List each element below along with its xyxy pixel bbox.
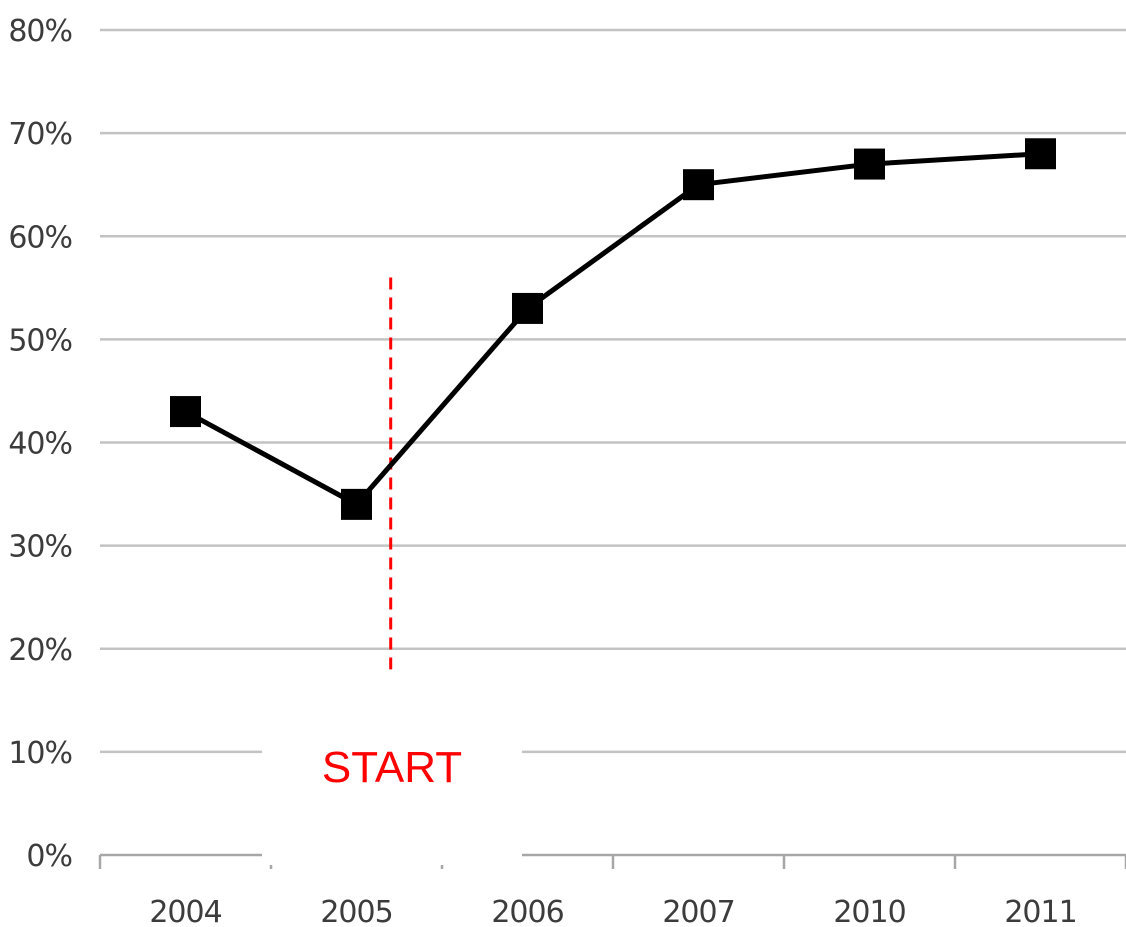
start-label: START — [322, 743, 462, 792]
x-axis-tick-labels: 2004 2005 2006 2007 2010 2011 — [149, 895, 1077, 927]
y-tick-label: 60% — [8, 220, 72, 255]
x-tick-label: 2005 — [320, 895, 392, 927]
y-axis-tick-labels: 0% 10% 20% 30% 40% 50% 60% 70% 80% — [8, 14, 73, 874]
series-line — [184, 151, 1041, 507]
y-tick-label: 40% — [8, 427, 72, 462]
x-tick-label: 2007 — [662, 895, 734, 927]
y-tick-label: 30% — [8, 530, 72, 565]
x-tick-label: 2006 — [491, 895, 563, 927]
start-annotation: START — [262, 277, 522, 865]
data-point-2004 — [170, 396, 201, 428]
axes — [98, 853, 1126, 869]
annotation-label-background — [262, 739, 522, 865]
x-tick-label: 2011 — [1004, 895, 1076, 927]
y-tick-label: 0% — [26, 839, 72, 874]
y-tick-label: 10% — [8, 736, 72, 771]
grid-lines — [100, 28, 1126, 754]
data-point-2005 — [341, 488, 372, 520]
x-tick-label: 2004 — [149, 895, 221, 927]
y-tick-label: 80% — [8, 14, 72, 49]
data-point-2006 — [512, 292, 543, 324]
data-point-2010 — [854, 148, 885, 180]
y-tick-label: 20% — [8, 633, 72, 668]
x-tick-label: 2010 — [833, 895, 905, 927]
y-tick-label: 50% — [8, 323, 72, 358]
y-tick-label: 70% — [8, 117, 72, 152]
data-point-2007 — [683, 169, 714, 201]
data-series — [170, 138, 1056, 520]
data-point-2011 — [1025, 138, 1056, 170]
